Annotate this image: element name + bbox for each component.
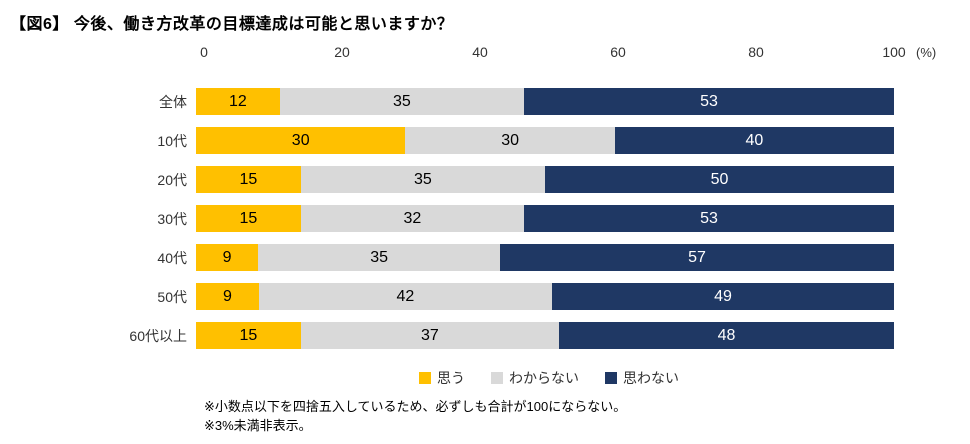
row-label: 全体: [159, 93, 187, 110]
bar-segment-omou: 9: [196, 283, 259, 310]
row-label: 40代: [157, 249, 187, 266]
bar-segment-omou: 12: [196, 88, 280, 115]
bar-segment-wakaranai: 32: [300, 205, 525, 232]
legend-item-wakaranai: わからない: [491, 368, 579, 388]
chart-row: 60代以上 15 37 48: [0, 316, 895, 355]
stacked-bar: 9 42 49: [196, 283, 894, 310]
stacked-bar: 9 35 57: [196, 244, 894, 271]
chart-row: 全体 12 35 53: [0, 82, 894, 121]
chart-row: 20代 15 35 50: [0, 160, 894, 199]
legend-label-omou: 思う: [437, 370, 465, 386]
bar-segment-wakaranai: 35: [258, 244, 501, 271]
row-label: 30代: [157, 210, 187, 227]
x-axis-tick: 100: [882, 44, 906, 60]
legend-swatch-omou-icon: [419, 372, 431, 384]
bar-segment-omowanai: 48: [558, 322, 895, 349]
stacked-bar: 15 37 48: [196, 322, 895, 349]
bar-segment-wakaranai: 35: [300, 166, 545, 193]
x-axis-tick: 60: [610, 44, 626, 60]
stacked-bar: 15 32 53: [196, 205, 894, 232]
legend-item-omowanai: 思わない: [605, 368, 679, 388]
x-axis-tick: 80: [748, 44, 764, 60]
bar-segment-omowanai: 50: [545, 166, 894, 193]
chart-row: 10代 30 30 40: [0, 121, 895, 160]
footnote-rounding: ※小数点以下を四捨五入しているため、必ずしも合計が100にならない。: [204, 399, 627, 414]
stacked-bar: 12 35 53: [196, 88, 894, 115]
bar-segment-wakaranai: 37: [300, 322, 559, 349]
row-label: 20代: [157, 171, 187, 188]
x-axis-tick: 20: [334, 44, 350, 60]
row-label: 10代: [157, 132, 187, 149]
row-label: 60代以上: [129, 327, 187, 344]
legend-label-wakaranai: わからない: [509, 370, 579, 386]
bar-segment-wakaranai: 35: [279, 88, 525, 115]
stacked-bar: 30 30 40: [196, 127, 895, 154]
legend: 思う わからない 思わない: [204, 368, 894, 388]
legend-swatch-omowanai-icon: [605, 372, 617, 384]
bar-segment-omowanai: 40: [614, 127, 895, 154]
stacked-bar: 15 35 50: [196, 166, 894, 193]
footnote-threshold: ※3%未満非表示。: [204, 417, 312, 433]
bar-segment-omowanai: 53: [524, 88, 894, 115]
bar-segment-omou: 15: [196, 166, 301, 193]
bar-segment-wakaranai: 30: [405, 127, 615, 154]
bar-segment-omou: 15: [196, 322, 301, 349]
legend-item-omou: 思う: [419, 368, 465, 388]
row-label: 50代: [157, 288, 187, 305]
chart-title: 【図6】 今後、働き方改革の目標達成は可能と思いますか？: [10, 16, 454, 33]
x-axis-tick: 40: [472, 44, 488, 60]
chart-rows: 全体 12 35 53 10代 30 30 40 20代 15 35 50 30代 15 32 53 40代 9 3…: [0, 82, 895, 355]
x-axis-tick: 0: [200, 44, 208, 60]
legend-swatch-wakaranai-icon: [491, 372, 503, 384]
bar-segment-omowanai: 53: [524, 205, 894, 232]
chart-row: 50代 9 42 49: [0, 277, 894, 316]
x-axis-unit: (%): [916, 45, 937, 60]
bar-segment-omou: 9: [196, 244, 259, 271]
bar-segment-omou: 15: [196, 205, 301, 232]
bar-segment-omou: 30: [196, 127, 406, 154]
bar-segment-wakaranai: 42: [258, 283, 552, 310]
bar-segment-omowanai: 49: [551, 283, 894, 310]
footnotes: ※小数点以下を四捨五入しているため、必ずしも合計が100にならない。 ※3%未満…: [204, 398, 626, 436]
x-axis: 0 20 40 60 80 100 (%): [200, 44, 936, 62]
x-axis-ticks: 0 20 40 60 80 100: [200, 44, 906, 62]
chart-row: 30代 15 32 53: [0, 199, 894, 238]
legend-label-omowanai: 思わない: [623, 370, 679, 386]
chart-row: 40代 9 35 57: [0, 238, 894, 277]
bar-segment-omowanai: 57: [500, 244, 894, 271]
